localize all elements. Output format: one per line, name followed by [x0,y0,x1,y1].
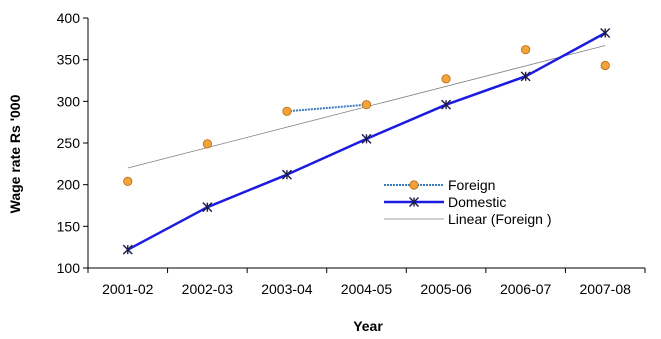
x-tick-label: 2004-05 [341,281,393,297]
foreign-point [441,74,451,84]
legend-label-foreign: Foreign [448,177,495,193]
legend-star-marker [409,197,419,207]
domestic-point [122,244,133,255]
legend-item-domestic: Domestic [384,194,506,210]
y-tick-label: 350 [57,52,81,68]
x-tick-label: 2002-03 [182,281,234,297]
series-foreign [123,45,610,186]
domestic-point [361,133,372,144]
y-tick-label: 150 [57,218,81,234]
foreign-point [521,45,531,55]
domestic-point [281,169,292,180]
foreign-point [123,176,133,186]
y-axis-title: Wage rate Rs '000 [7,94,23,213]
x-tick-label: 2006-07 [500,281,552,297]
x-tick-label: 2007-08 [580,281,632,297]
x-axis-title: Year [353,318,383,334]
legend-star [409,197,419,207]
axes [83,17,646,273]
domestic-point [202,202,213,213]
legend-label-linear-foreign: Linear (Foreign ) [448,211,552,227]
y-tick-label: 250 [57,135,81,151]
y-tick-label: 400 [57,10,81,26]
x-tick-label: 2003-04 [261,281,313,297]
legend-item-foreign: Foreign [384,177,495,193]
foreign-point [600,60,610,71]
domestic-point [441,99,452,110]
legend: Foreign Domestic Linear (Foreign ) [384,177,552,227]
foreign-point [202,139,212,149]
y-tick-labels: 100 150 200 250 300 350 400 [57,10,81,276]
domestic-point [520,71,531,82]
x-tick-label: 2005-06 [420,281,472,297]
y-tick-label: 100 [57,260,81,276]
x-tick-label: 2001-02 [102,281,154,297]
foreign-point [361,100,372,110]
foreign-segment [286,103,367,113]
series-domestic [122,28,611,255]
legend-label-domestic: Domestic [448,194,506,210]
foreign-point [282,106,292,116]
y-tick-label: 200 [57,177,81,193]
domestic-point [600,28,611,38]
x-tick-labels: 2001-02 2002-03 2003-04 2004-05 2005-06 2006-… [102,281,631,297]
y-tick-label: 300 [57,93,81,109]
legend-item-linear-foreign: Linear (Foreign ) [384,211,552,227]
